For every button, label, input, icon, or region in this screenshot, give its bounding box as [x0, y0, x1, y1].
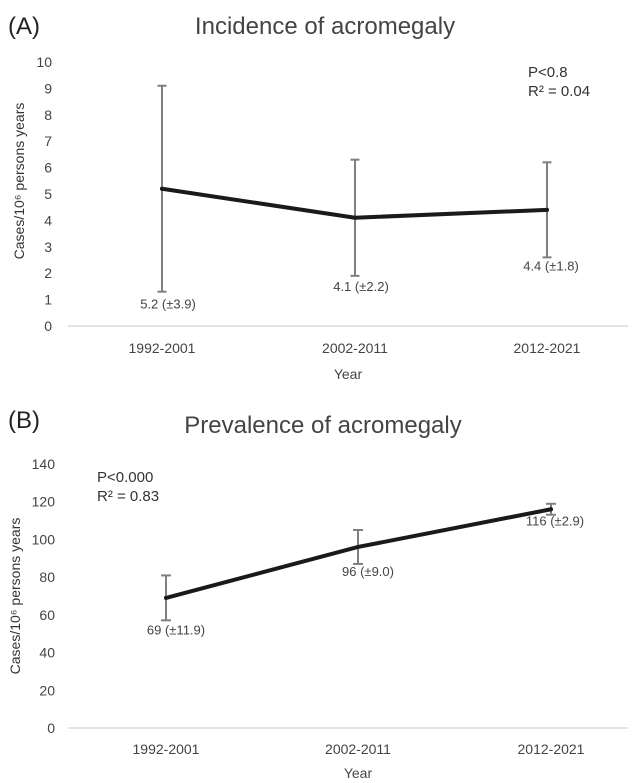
data-point: [164, 595, 168, 600]
data-point: [353, 215, 357, 220]
data-label: 4.1 (±2.2): [333, 279, 389, 294]
y-tick-label: 140: [32, 456, 56, 472]
data-label: 69 (±11.9): [147, 622, 205, 637]
y-tick-label: 20: [39, 682, 55, 698]
panel-label-a: (A): [8, 13, 40, 40]
x-tick-label: 2002-2011: [325, 741, 391, 757]
y-tick-label: 0: [44, 318, 52, 334]
y-tick-label: 0: [47, 720, 55, 736]
y-tick-label: 60: [39, 607, 55, 623]
y-tick-label: 2: [44, 265, 52, 281]
data-label: 4.4 (±1.8): [523, 258, 579, 273]
x-tick-label: 2012-2021: [518, 741, 585, 757]
y-tick-label: 5: [44, 186, 52, 202]
stat-p-a: P<0.8: [528, 64, 568, 81]
data-point: [356, 544, 360, 549]
plot-area-b: 0 20 40 60 80 100 120 140 1992-2001 2002-2011 2012…: [32, 456, 628, 757]
y-tick-label: 9: [44, 80, 52, 96]
y-tick-label: 10: [36, 54, 52, 70]
x-tick-label: 1992-2001: [133, 741, 200, 757]
y-tick-label: 1: [44, 292, 52, 308]
x-tick-label: 2002-2011: [322, 340, 388, 356]
data-label: 96 (±9.0): [342, 564, 394, 579]
chart-title-a: Incidence of acromegaly: [195, 13, 455, 40]
x-tick-label: 2012-2021: [514, 340, 581, 356]
y-tick-label: 120: [32, 494, 56, 510]
stat-r2-a: R² = 0.04: [528, 83, 590, 100]
y-axis-label-a: Cases/10⁶ persons years: [11, 103, 27, 260]
y-tick-label: 100: [32, 531, 56, 547]
data-point: [160, 186, 164, 191]
chart-title-b: Prevalence of acromegaly: [184, 412, 461, 439]
y-tick-label: 7: [44, 133, 52, 149]
stat-r2-b: R² = 0.83: [97, 488, 159, 505]
y-tick-label: 40: [39, 645, 55, 661]
y-tick-label: 80: [39, 569, 55, 585]
y-tick-label: 8: [44, 107, 52, 123]
y-tick-label: 4: [44, 212, 52, 228]
data-point: [545, 207, 549, 212]
x-tick-label: 1992-2001: [129, 340, 196, 356]
panel-label-b: (B): [8, 407, 40, 434]
x-axis-label-a: Year: [334, 366, 363, 382]
data-point: [549, 507, 553, 512]
y-axis-label-b: Cases/10⁶ persons years: [7, 518, 23, 675]
data-label: 5.2 (±3.9): [140, 297, 196, 312]
y-tick-label: 6: [44, 160, 52, 176]
y-tick-label: 3: [44, 239, 52, 255]
stat-p-b: P<0.000: [97, 469, 153, 486]
plot-area-a: 0 1 2 3 4 5 6 7 8 9 10 1992-2001 2002-2011 2012-2021 5…: [36, 54, 628, 356]
x-axis-label-b: Year: [344, 765, 373, 781]
data-label: 116 (±2.9): [526, 514, 584, 529]
